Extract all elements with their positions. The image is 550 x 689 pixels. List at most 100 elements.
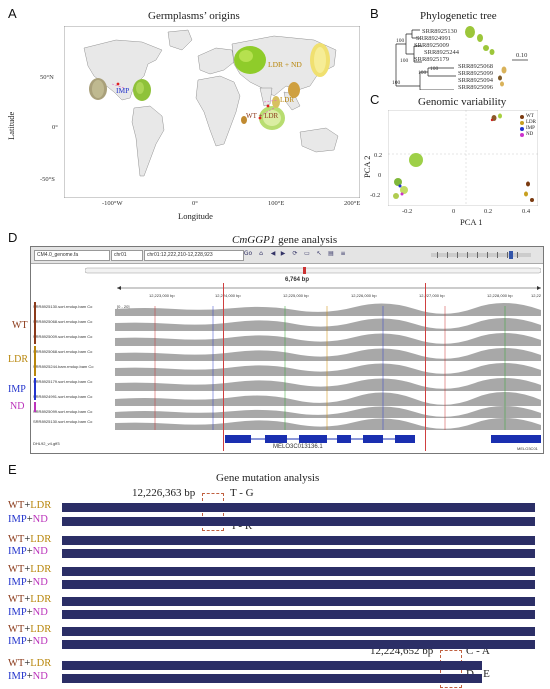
forward-icon[interactable]: ▶ [280,250,286,257]
pca-legend-ldr-dot [520,120,524,125]
track-label-5: SRR8925179.sort.rmdup.bam Co [33,379,93,384]
grp-label-bot-2: IMP+ND [8,546,48,558]
gene-name-right: MELO3C01 [517,446,538,451]
genome-select[interactable]: CM4.0_genome.fa [34,250,110,261]
grp-plus-3: + [24,564,31,575]
grp-imp-1: IMP [8,514,27,525]
track-label-3: SRR8925068.sort.rmdup.bam Co [33,349,93,354]
map-xtick-100w: -100°W [102,200,123,207]
tree-taxon-4: SRR8925179 [414,56,450,63]
track-range-0: [0 - 20] [117,304,130,309]
panel-b-letter: B [370,6,379,21]
seq-row-4a [62,597,535,606]
select-icon[interactable]: ↖ [316,250,322,257]
grp-nd-2: ND [32,546,48,557]
map-ytick-0: 0° [52,124,58,131]
panel-b-title: Phylogenetic tree [420,10,497,22]
track-label-4: SRR8925244.bam.rmdup.bam Co [33,364,94,369]
track-label-2: SRR8925009.sort.rmdup.bam Co [33,334,93,339]
span-label: 6,764 bp [285,277,310,283]
seq-row-3a [62,567,535,576]
world-map [64,26,360,198]
grp-wt-1: WT [8,500,25,511]
group-bar-wt [34,302,36,344]
grp-label-top-4: WT+LDR [8,594,51,606]
grp-ldr-1: LDR [30,500,52,511]
panel-c-letter: C [370,92,380,107]
panel-d-title-rest: gene analysis [275,234,338,246]
tree-taxon-3: SRR8925244 [424,49,460,56]
seq-row-6a [62,661,482,670]
gene-model [225,435,541,443]
tree-taxon-5: SRR8925068 [458,63,494,70]
map-xlabel: Longitude [178,211,213,221]
pca-legend-imp-dot [520,126,524,131]
grp-plus-5: + [24,624,31,635]
comment-icon[interactable]: ▤ [328,250,334,257]
tree-bootstrap-4: 100 [430,66,439,72]
panel-a-letter: A [8,6,17,21]
map-ylabel: Latitude [6,111,16,140]
seq-row-6b [62,674,482,683]
pca-ylabel: PCA 2 [362,155,372,178]
zoom-slider[interactable] [431,251,535,259]
tree-taxon-7: SRR8925094 [458,77,494,84]
grp-imp-4: IMP [8,607,27,618]
ruler-2: 12,225,000 bp [283,293,309,298]
pca-ytick-0: 0 [378,172,382,179]
ruler-0: 12,223,000 bp [149,293,175,298]
group-label-ldr: LDR [8,354,28,365]
group-label-imp: IMP [8,384,26,395]
track-label-1: SRR8925068.sort.rmdup.bam Co [33,319,93,324]
fit-icon[interactable]: ▭ [304,250,310,257]
region-highlight-left [223,283,224,451]
map-xtick-100e: 100°E [268,200,285,207]
pca-legend-nd-label: ND [526,132,534,137]
map-xtick-0: 0° [192,200,198,207]
grp-ldr-2: LDR [30,534,52,545]
seq-row-5a [62,627,535,636]
menu-icon[interactable]: ≡ [340,250,346,257]
grp-label-bot-5: IMP+ND [8,636,48,648]
seq-row-1a [62,503,535,512]
pca-legend-wt: WT [520,114,534,119]
track-label-8: SRR8925130.sort.rmdup.bam Co [33,419,93,424]
group-label-wt: WT [12,320,28,331]
panel-e-title: Gene mutation analysis [216,472,320,484]
grp-label-bot-6: IMP+ND [8,671,48,683]
pca-ytick-m02: -0.2 [370,192,381,199]
grp-plus2-1: + [26,514,33,525]
map-label-wt-ldr: WT + LDR [246,112,279,120]
home-icon[interactable]: ⌂ [259,250,263,257]
pca-legend-nd-dot [520,132,524,137]
region-highlight-right [425,283,426,451]
grp-imp-2: IMP [8,546,27,557]
back-icon[interactable]: ◀ [270,250,276,257]
grp-imp-6: IMP [8,671,27,682]
map-label-ldr-nd: LDR + ND [268,60,302,69]
panel-d-title: CmGGP1 gene analysis [232,234,337,246]
go-button[interactable]: Go [243,250,253,257]
grp-label-top-5: WT+LDR [8,624,51,636]
phylo-tree [395,26,528,90]
grp-label-top-2: WT+LDR [8,534,51,546]
grp-imp-3: IMP [8,577,27,588]
pca-xlabel: PCA 1 [460,217,483,227]
grp-plus-2: + [24,534,31,545]
pca-legend-imp: IMP [520,126,535,131]
mutation-box-1 [202,493,224,531]
ruler-6: 12,22 [531,293,542,298]
grp-wt-4: WT [8,594,25,605]
grp-ldr-3: LDR [30,564,52,575]
chromosome-select[interactable]: chr01 [111,250,143,261]
group-bar-ldr [34,346,36,376]
group-label-nd: ND [10,401,25,412]
map-label-ldr: LDR [280,96,294,104]
map-ytick-50s: -50°S [40,176,55,183]
tree-scale: 0.10 [516,52,528,59]
grp-nd-3: ND [32,577,48,588]
panel-d-gene-name: CmGGP1 [232,234,276,246]
refresh-icon[interactable]: ⟳ [292,250,298,257]
pca-xtick-0: 0 [452,208,456,215]
locus-input[interactable]: chr01:12,222,210-12,228,923 [144,250,244,261]
